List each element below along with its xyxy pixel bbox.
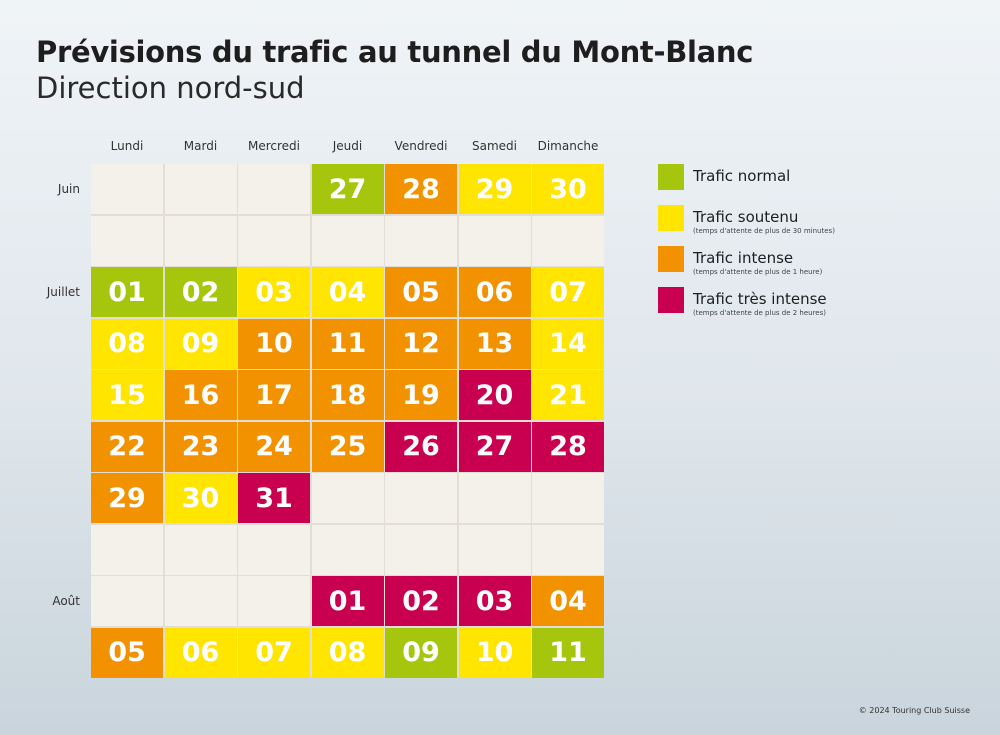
day-cell-intense: 22 (91, 421, 163, 472)
day-cell-tres_intense: 28 (532, 421, 604, 472)
day-cell-soutenu: 09 (164, 318, 237, 369)
empty-cell (458, 473, 531, 523)
day-cell-tres_intense: 03 (458, 576, 531, 626)
legend-swatch (658, 246, 684, 272)
day-cell-soutenu: 29 (458, 164, 531, 214)
empty-cell (91, 524, 163, 575)
day-cell-soutenu: 06 (164, 627, 237, 678)
day-cell-intense: 05 (91, 627, 163, 678)
day-cell-intense: 18 (311, 370, 384, 420)
weekday-label: Samedi (472, 139, 517, 153)
legend-note: (temps d'attente de plus de 30 minutes) (693, 227, 835, 235)
empty-cell (164, 215, 237, 266)
empty-cell (385, 524, 457, 575)
day-cell-intense: 23 (164, 421, 237, 472)
legend-swatch (658, 164, 684, 190)
empty-cell (532, 524, 604, 575)
empty-cell (458, 215, 531, 266)
chart-subtitle: Direction nord-sud (36, 71, 305, 105)
weekday-label: Mardi (183, 139, 218, 153)
day-cell-tres_intense: 26 (385, 421, 457, 472)
empty-cell (164, 576, 237, 626)
day-cell-intense: 29 (91, 473, 163, 523)
day-cell-soutenu: 03 (238, 267, 310, 317)
legend-swatch (658, 287, 684, 313)
day-cell-soutenu: 07 (238, 627, 310, 678)
empty-cell (164, 164, 237, 214)
day-cell-intense: 10 (238, 318, 310, 369)
empty-cell (238, 164, 310, 214)
legend-label: Trafic intense (693, 249, 794, 267)
day-cell-intense: 04 (532, 576, 604, 626)
day-cell-tres_intense: 31 (238, 473, 310, 523)
day-cell-tres_intense: 02 (385, 576, 457, 626)
empty-cell (532, 215, 604, 266)
weekday-label: Jeudi (332, 139, 363, 153)
empty-cell (532, 473, 604, 523)
day-cell-normal: 01 (91, 267, 163, 317)
day-cell-soutenu: 08 (311, 627, 384, 678)
day-cell-intense: 24 (238, 421, 310, 472)
copyright: © 2024 Touring Club Suisse (858, 706, 970, 715)
weekday-label: Lundi (110, 139, 144, 153)
weekday-label: Dimanche (537, 139, 599, 153)
month-label: Août (52, 594, 80, 608)
weekday-label: Vendredi (394, 139, 448, 153)
day-cell-intense: 28 (385, 164, 457, 214)
day-cell-soutenu: 30 (164, 473, 237, 523)
empty-cell (238, 576, 310, 626)
day-cell-soutenu: 21 (532, 370, 604, 420)
empty-cell (238, 524, 310, 575)
day-cell-normal: 27 (311, 164, 384, 214)
day-cell-soutenu: 14 (532, 318, 604, 369)
day-cell-intense: 11 (311, 318, 384, 369)
empty-cell (91, 215, 163, 266)
chart-title: Prévisions du trafic au tunnel du Mont-B… (36, 35, 754, 69)
empty-cell (311, 215, 384, 266)
empty-cell (91, 576, 163, 626)
empty-cell (458, 524, 531, 575)
empty-cell (385, 473, 457, 523)
day-cell-soutenu: 04 (311, 267, 384, 317)
day-cell-tres_intense: 01 (311, 576, 384, 626)
day-cell-intense: 05 (385, 267, 457, 317)
legend-note: (temps d'attente de plus de 2 heures) (693, 309, 826, 317)
day-cell-soutenu: 07 (532, 267, 604, 317)
empty-cell (311, 473, 384, 523)
day-cell-tres_intense: 27 (458, 421, 531, 472)
day-cell-intense: 12 (385, 318, 457, 369)
month-label: Juin (57, 182, 80, 196)
calendar-heatmap: 27 28 29 30 01 02 03 04 05 06 07 08 09 10 11 12 13 14 15 16… (91, 164, 604, 678)
empty-cell (164, 524, 237, 575)
day-cell-tres_intense: 20 (458, 370, 531, 420)
day-cell-soutenu: 30 (532, 164, 604, 214)
day-cell-intense: 16 (164, 370, 237, 420)
day-cell-intense: 19 (385, 370, 457, 420)
month-label: Juillet (46, 285, 80, 299)
day-cell-soutenu: 10 (458, 627, 531, 678)
weekday-label: Mercredi (247, 139, 300, 153)
legend-label: Trafic normal (693, 167, 791, 185)
day-cell-soutenu: 08 (91, 318, 163, 369)
day-cell-soutenu: 15 (91, 370, 163, 420)
day-cell-intense: 25 (311, 421, 384, 472)
empty-cell (385, 215, 457, 266)
legend-label: Trafic soutenu (693, 208, 799, 226)
day-cell-intense: 13 (458, 318, 531, 369)
day-cell-normal: 02 (164, 267, 237, 317)
legend-label: Trafic très intense (693, 290, 827, 308)
day-cell-normal: 09 (385, 627, 457, 678)
empty-cell (311, 524, 384, 575)
day-cell-normal: 11 (532, 627, 604, 678)
legend-swatch (658, 205, 684, 231)
day-cell-intense: 17 (238, 370, 310, 420)
empty-cell (91, 164, 163, 214)
day-cell-intense: 06 (458, 267, 531, 317)
empty-cell (238, 215, 310, 266)
legend-note: (temps d'attente de plus de 1 heure) (693, 268, 823, 276)
